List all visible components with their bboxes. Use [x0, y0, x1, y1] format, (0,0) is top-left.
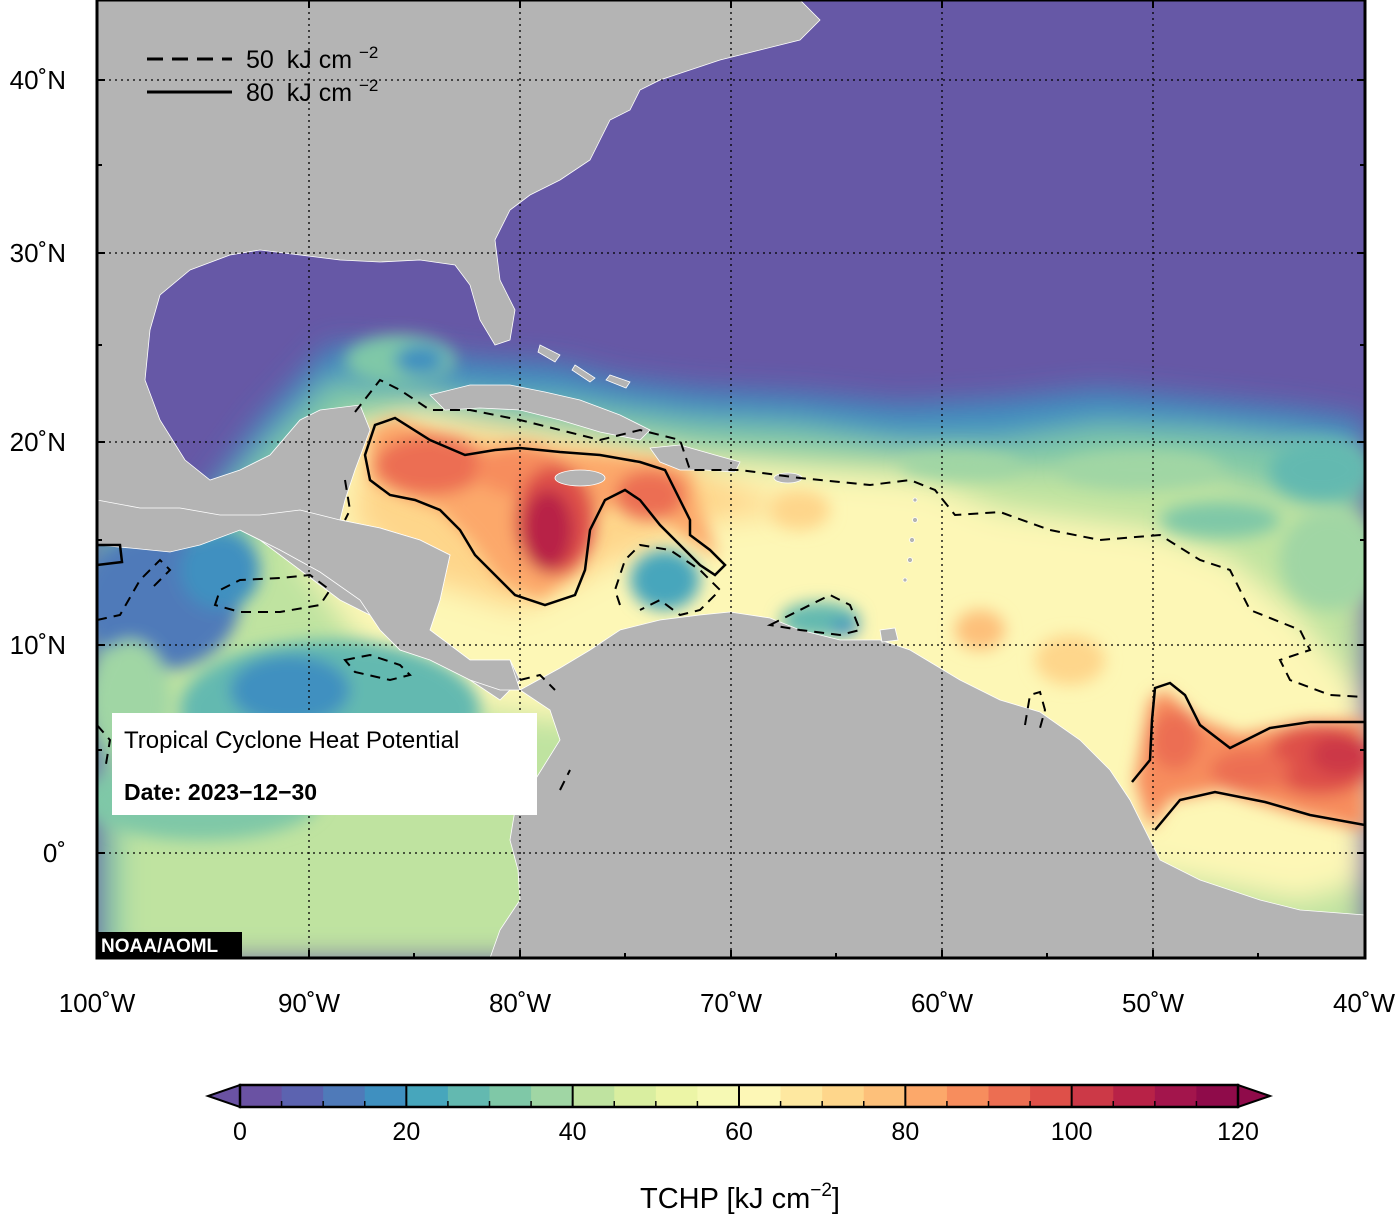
colorbar-cell [614, 1085, 657, 1107]
colorbar-cell [780, 1085, 823, 1107]
info-title: Tropical Cyclone Heat Potential [124, 727, 459, 754]
info-box: Tropical Cyclone Heat Potential Date: 20… [112, 713, 537, 815]
lon-label-50w: 50˚W [1122, 988, 1185, 1018]
colorbar-cell [489, 1085, 532, 1107]
colorbar-cell [697, 1085, 740, 1107]
legend-unit-50: kJ cm [287, 46, 352, 74]
contour-50 [97, 378, 1365, 791]
colorbar-cell [822, 1085, 865, 1107]
legend-label-50: 50 kJ cm −2 [246, 43, 378, 74]
legend-value-80: 80 [246, 79, 274, 107]
colorbar-cell [1113, 1085, 1156, 1107]
colorbar-ticks: 0 20 40 60 80 100 120 [233, 1085, 1259, 1146]
colorbar-tick-label: 0 [233, 1118, 247, 1146]
colorbar-cell [323, 1085, 366, 1107]
colorbar-tick-label: 20 [392, 1118, 420, 1146]
colorbar-cell [988, 1085, 1031, 1107]
land-south-america [489, 611, 1365, 958]
colorbar-extend-low [204, 1083, 241, 1109]
contour-legend: 50 kJ cm −2 80 kJ cm −2 [147, 43, 378, 107]
colorbar-cell [1196, 1085, 1239, 1107]
legend-exp-80: −2 [359, 76, 378, 95]
colorbar-tick-label: 60 [725, 1118, 753, 1146]
land-cuba [429, 384, 651, 441]
contour-80 [97, 416, 1365, 831]
land-jamaica [554, 469, 606, 487]
colorbar-cell [655, 1085, 698, 1107]
colorbar-cell [739, 1085, 782, 1107]
colorbar-cell [364, 1085, 407, 1107]
map-panel: NOAA/AOML [97, 0, 1365, 958]
colorbar-cell [1030, 1085, 1073, 1107]
colorbar-tick-label: 120 [1217, 1118, 1259, 1146]
longitude-labels: 100˚W 90˚W 80˚W 70˚W 60˚W 50˚W 40˚W [59, 988, 1396, 1018]
land-hispaniola [649, 444, 741, 473]
lon-label-90w: 90˚W [278, 988, 341, 1018]
legend-value-50: 50 [246, 46, 274, 74]
legend-unit-80: kJ cm [287, 79, 352, 107]
latitude-labels: 40˚N 30˚N 20˚N 10˚N 0˚ [10, 65, 66, 868]
colorbar-title: TCHP [kJ cm−2] [640, 1180, 840, 1215]
colorbar-cell [572, 1085, 615, 1107]
colorbar-title-exp: −2 [810, 1180, 832, 1201]
lon-label-40w: 40˚W [1333, 988, 1396, 1018]
lon-label-80w: 80˚W [489, 988, 552, 1018]
colorbar-cells [240, 1085, 1239, 1107]
lat-label-40n: 40˚N [10, 65, 66, 95]
lat-label-10n: 10˚N [10, 630, 66, 660]
colorbar-cell [406, 1085, 449, 1107]
colorbar-tick-label: 80 [891, 1118, 919, 1146]
credit-badge [97, 932, 242, 958]
colorbar-cell [905, 1085, 948, 1107]
colorbar-cell [946, 1085, 989, 1107]
colorbar-cell [531, 1085, 574, 1107]
colorbar-cell [863, 1085, 906, 1107]
colorbar-tick-label: 100 [1051, 1118, 1093, 1146]
legend-label-80: 80 kJ cm −2 [246, 76, 378, 107]
colorbar-cell [1154, 1085, 1197, 1107]
colorbar-title-main: TCHP [kJ cm [640, 1183, 810, 1215]
lat-label-0: 0˚ [43, 838, 66, 868]
colorbar-cell [447, 1085, 490, 1107]
lat-label-20n: 20˚N [10, 427, 66, 457]
info-date: Date: 2023−12−30 [124, 779, 317, 805]
colorbar-tick-label: 40 [559, 1118, 587, 1146]
colorbar-title-suffix: ] [832, 1183, 840, 1215]
colorbar: 0 20 40 60 80 100 120 TCHP [kJ cm−2] [204, 1083, 1274, 1215]
lon-label-100w: 100˚W [59, 988, 136, 1018]
colorbar-extend-high [1237, 1083, 1274, 1109]
colorbar-cell [281, 1085, 324, 1107]
legend-exp-50: −2 [359, 43, 378, 62]
colorbar-cell [1071, 1085, 1114, 1107]
lat-label-30n: 30˚N [10, 238, 66, 268]
frame-ticks [97, 0, 1365, 958]
lon-label-60w: 60˚W [911, 988, 974, 1018]
land-masses [97, 0, 1365, 958]
lon-label-70w: 70˚W [700, 988, 763, 1018]
credit-text: NOAA/AOML [101, 936, 219, 957]
colorbar-cell [240, 1085, 283, 1107]
